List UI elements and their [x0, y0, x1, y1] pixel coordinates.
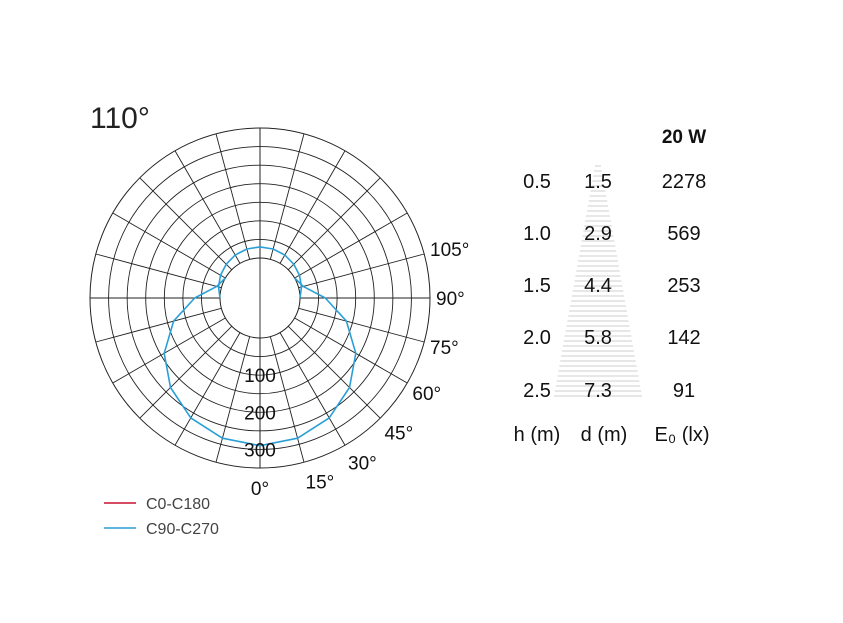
polar-spoke — [174, 150, 241, 264]
table-row: 0.5 1.5 2278 — [523, 171, 706, 193]
polar-spoke — [139, 325, 233, 419]
curve-c90-c270 — [163, 277, 357, 447]
angle-label: 75° — [430, 338, 459, 359]
cell-diameter: 5.8 — [584, 327, 612, 349]
cell-diameter: 4.4 — [584, 275, 612, 297]
polar-spoke — [95, 307, 222, 343]
polar-spoke — [294, 317, 408, 384]
polar-spoke — [287, 325, 381, 419]
beam-angle-label: 110° — [90, 102, 150, 135]
cell-illuminance: 91 — [673, 380, 695, 402]
cell-height: 2.5 — [523, 380, 551, 402]
column-header-d: d (m) — [581, 424, 628, 446]
beam-cone-graphic — [554, 165, 642, 397]
polar-spoke — [294, 212, 408, 279]
legend-label: C0-C180 — [146, 496, 210, 513]
cell-height: 0.5 — [523, 171, 551, 193]
table-row: 1.5 4.4 253 — [523, 275, 701, 297]
table-row: 2.0 5.8 142 — [523, 327, 701, 349]
angle-label: 0° — [251, 479, 269, 500]
table-row: 2.5 7.3 91 — [523, 380, 695, 402]
column-header-h: h (m) — [514, 424, 561, 446]
polar-spoke — [269, 336, 305, 463]
polar-diagram: 100 200 300 0° 15° 30° 45° 60° 75° 90° 105° — [89, 127, 469, 500]
angle-label: 30° — [348, 454, 377, 475]
polar-grid — [89, 127, 431, 469]
power-header: 20 W — [662, 127, 706, 148]
curve-c90-c270-upper — [217, 246, 303, 299]
illuminance-table: 20 W 0.5 1.5 2278 1.0 2.9 569 1.5 4.4 253 2.0 5.8 1… — [514, 127, 710, 446]
polar-spoke — [112, 212, 226, 279]
cell-diameter: 2.9 — [584, 223, 612, 245]
legend-label: C90-C270 — [146, 521, 219, 538]
cell-height: 2.0 — [523, 327, 551, 349]
ring-labels: 100 200 300 — [244, 366, 276, 461]
cell-illuminance: 253 — [667, 275, 700, 297]
polar-spoke — [269, 133, 305, 260]
polar-spoke — [298, 253, 425, 289]
legend: C0-C180 C90-C270 — [104, 496, 219, 538]
polar-spoke — [215, 133, 251, 260]
angle-label: 15° — [306, 473, 335, 494]
polar-spoke — [287, 177, 381, 271]
cell-diameter: 1.5 — [584, 171, 612, 193]
table-column-headers: h (m) d (m) E₀ (lx) — [514, 424, 710, 446]
polar-spoke — [215, 336, 251, 463]
cell-illuminance: 142 — [667, 327, 700, 349]
polar-spoke — [139, 177, 233, 271]
ring-label: 200 — [244, 403, 276, 424]
ring-label: 100 — [244, 366, 276, 387]
cell-illuminance: 2278 — [662, 171, 707, 193]
column-header-e: E₀ (lx) — [655, 424, 710, 446]
cell-height: 1.5 — [523, 275, 551, 297]
polar-spoke — [279, 332, 346, 446]
legend-item-c0-c180: C0-C180 — [104, 496, 210, 513]
table-rows: 0.5 1.5 2278 1.0 2.9 569 1.5 4.4 253 2.0 5.8 142 2.5… — [523, 171, 706, 402]
polar-spoke — [174, 332, 241, 446]
polar-spoke — [112, 317, 226, 384]
cell-height: 1.0 — [523, 223, 551, 245]
angle-label: 60° — [412, 384, 441, 405]
angle-label: 105° — [430, 240, 469, 261]
polar-spoke — [279, 150, 346, 264]
legend-item-c90-c270: C90-C270 — [104, 521, 219, 538]
polar-spoke — [95, 253, 222, 289]
angle-labels: 0° 15° 30° 45° 60° 75° 90° 105° — [251, 240, 469, 500]
angle-label: 90° — [436, 289, 465, 310]
polar-curves — [163, 246, 357, 447]
cell-diameter: 7.3 — [584, 380, 612, 402]
cell-illuminance: 569 — [667, 223, 700, 245]
polar-spoke — [298, 307, 425, 343]
table-row: 1.0 2.9 569 — [523, 223, 701, 245]
ring-label: 300 — [244, 440, 276, 461]
angle-label: 45° — [384, 423, 413, 444]
